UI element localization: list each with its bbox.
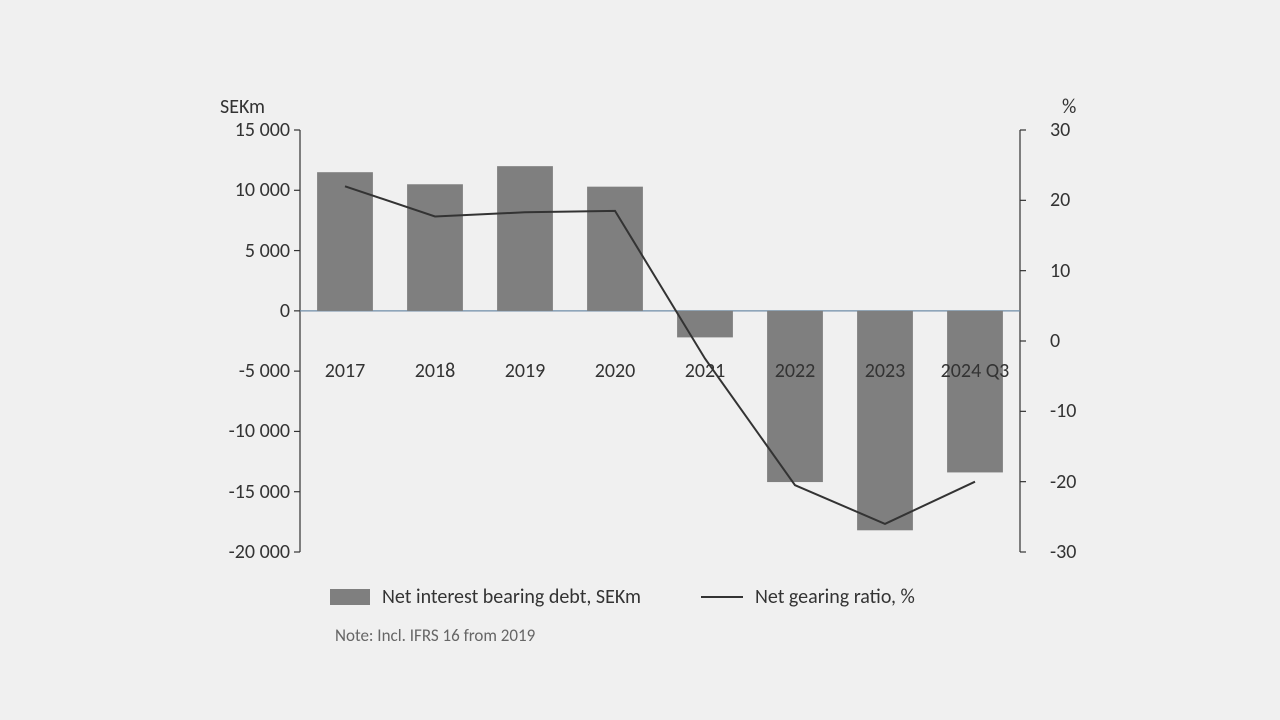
y-tick-left: 0 [210, 299, 290, 323]
bar [857, 311, 913, 530]
bar [947, 311, 1003, 473]
y-tick-right: -10 [1050, 399, 1076, 423]
y-tick-right: 20 [1050, 188, 1070, 212]
x-tick-label: 2022 [745, 359, 845, 383]
chart-legend: Net interest bearing debt, SEKm Net gear… [330, 585, 915, 609]
bar [407, 184, 463, 311]
x-tick-label: 2024 Q3 [925, 359, 1025, 383]
legend-line-swatch [701, 596, 743, 598]
y-tick-left: -10 000 [210, 419, 290, 443]
y-tick-left: 15 000 [210, 118, 290, 142]
bar [587, 187, 643, 311]
y-tick-left: -15 000 [210, 480, 290, 504]
x-tick-label: 2018 [385, 359, 485, 383]
bar [497, 166, 553, 311]
y-tick-left: -5 000 [210, 359, 290, 383]
legend-bar-swatch [330, 589, 370, 605]
bar [677, 311, 733, 338]
y-tick-right: -30 [1050, 540, 1076, 564]
chart-note: Note: Incl. IFRS 16 from 2019 [335, 625, 535, 646]
x-tick-label: 2017 [295, 359, 395, 383]
y-tick-right: -20 [1050, 470, 1076, 494]
legend-bar-label: Net interest bearing debt, SEKm [382, 585, 641, 609]
y-tick-right: 30 [1050, 118, 1070, 142]
y-tick-left: -20 000 [210, 540, 290, 564]
y-tick-right: 0 [1050, 329, 1060, 353]
y-tick-left: 10 000 [210, 178, 290, 202]
x-tick-label: 2019 [475, 359, 575, 383]
x-tick-label: 2021 [655, 359, 755, 383]
y-tick-left: 5 000 [210, 239, 290, 263]
x-tick-label: 2023 [835, 359, 935, 383]
legend-line-label: Net gearing ratio, % [755, 585, 915, 609]
y-tick-right: 10 [1050, 259, 1070, 283]
x-tick-label: 2020 [565, 359, 665, 383]
